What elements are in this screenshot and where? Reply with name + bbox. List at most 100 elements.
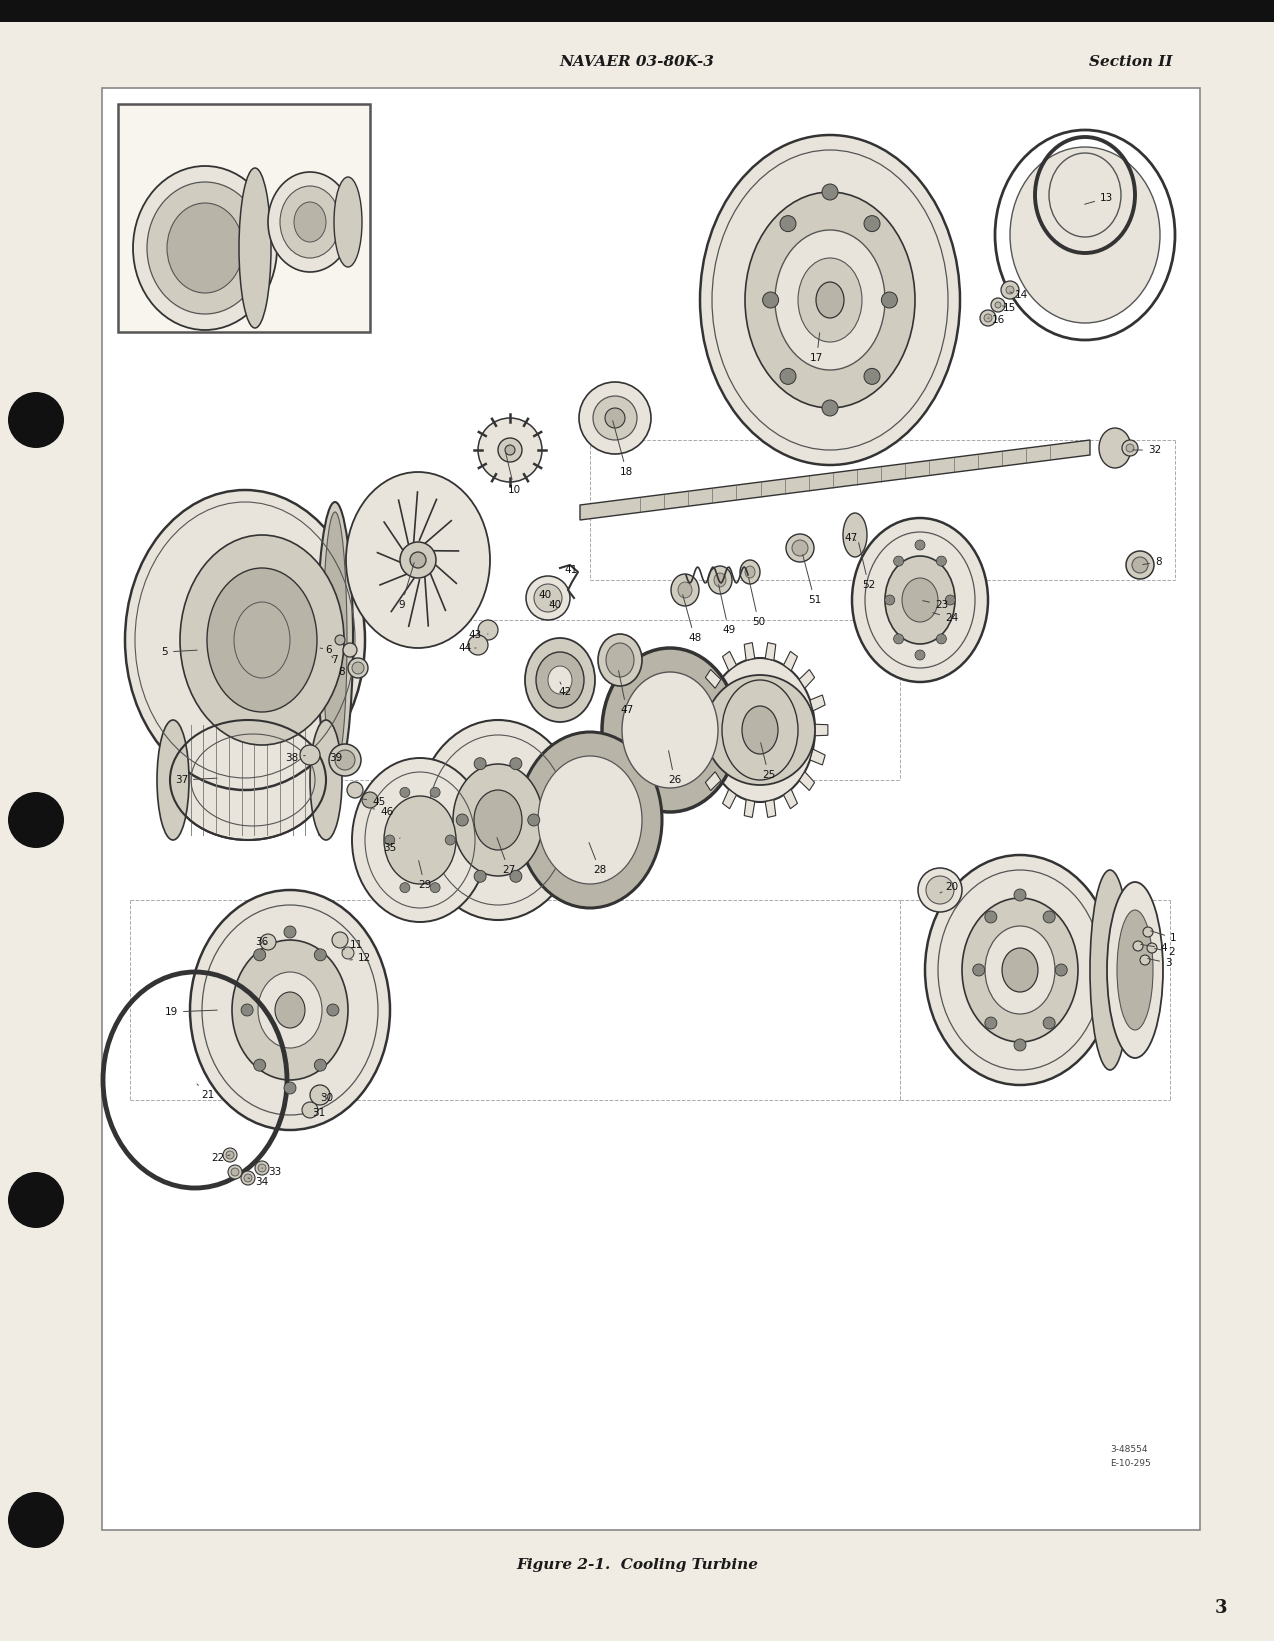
Circle shape — [259, 1163, 266, 1172]
Ellipse shape — [417, 720, 580, 921]
Circle shape — [973, 963, 985, 976]
Text: 11: 11 — [341, 940, 363, 950]
Circle shape — [1143, 927, 1153, 937]
Circle shape — [705, 674, 815, 784]
Circle shape — [400, 542, 436, 578]
Circle shape — [315, 948, 326, 962]
Text: 16: 16 — [989, 315, 1005, 325]
Text: 19: 19 — [164, 1008, 218, 1017]
Ellipse shape — [157, 720, 189, 840]
Ellipse shape — [125, 491, 364, 789]
Text: 41: 41 — [564, 565, 577, 574]
Polygon shape — [815, 724, 828, 735]
Text: 6: 6 — [320, 645, 333, 655]
Polygon shape — [799, 771, 814, 791]
Ellipse shape — [1107, 881, 1163, 1058]
Ellipse shape — [1099, 428, 1131, 468]
Ellipse shape — [232, 940, 348, 1080]
Ellipse shape — [705, 658, 815, 802]
Circle shape — [335, 635, 345, 645]
Text: 26: 26 — [668, 750, 682, 784]
Ellipse shape — [678, 583, 692, 597]
Text: 44: 44 — [459, 643, 476, 653]
Circle shape — [527, 814, 540, 825]
Circle shape — [936, 633, 947, 643]
Text: 12: 12 — [350, 953, 371, 963]
Ellipse shape — [259, 971, 322, 1049]
Circle shape — [343, 643, 357, 656]
Circle shape — [8, 1492, 64, 1547]
Circle shape — [864, 368, 880, 384]
Ellipse shape — [240, 167, 271, 328]
Ellipse shape — [324, 512, 347, 768]
Circle shape — [333, 932, 348, 948]
Ellipse shape — [536, 651, 583, 707]
Text: 21: 21 — [197, 1085, 215, 1099]
Polygon shape — [722, 789, 736, 809]
Polygon shape — [784, 651, 798, 671]
Ellipse shape — [132, 166, 276, 330]
Polygon shape — [694, 750, 710, 765]
Text: 7: 7 — [331, 655, 338, 665]
Circle shape — [255, 1160, 269, 1175]
Bar — [0, 0, 1274, 21]
Circle shape — [348, 658, 368, 678]
Circle shape — [310, 1085, 330, 1104]
Circle shape — [822, 184, 838, 200]
Circle shape — [1147, 944, 1157, 953]
Circle shape — [780, 215, 796, 231]
Circle shape — [347, 783, 363, 798]
Circle shape — [352, 661, 364, 674]
Ellipse shape — [352, 758, 488, 922]
Polygon shape — [694, 696, 710, 711]
Circle shape — [780, 368, 796, 384]
Text: E-10-295: E-10-295 — [1110, 1459, 1150, 1469]
Ellipse shape — [317, 502, 353, 778]
Circle shape — [915, 650, 925, 660]
Polygon shape — [722, 651, 736, 671]
Ellipse shape — [775, 230, 885, 369]
Text: 42: 42 — [558, 683, 571, 697]
Text: 25: 25 — [761, 743, 776, 779]
Text: 33: 33 — [262, 1167, 282, 1177]
Circle shape — [362, 793, 378, 807]
Text: 17: 17 — [810, 333, 823, 363]
Text: Figure 2-1.  Cooling Turbine: Figure 2-1. Cooling Turbine — [516, 1557, 758, 1572]
Circle shape — [945, 596, 956, 606]
Circle shape — [919, 868, 962, 912]
Circle shape — [456, 814, 469, 825]
Circle shape — [822, 400, 838, 417]
Circle shape — [241, 1004, 254, 1016]
Circle shape — [400, 788, 410, 798]
Ellipse shape — [190, 889, 390, 1131]
Circle shape — [1001, 281, 1019, 299]
Circle shape — [254, 1058, 266, 1072]
Circle shape — [763, 292, 778, 309]
Text: 38: 38 — [285, 753, 306, 763]
Circle shape — [385, 835, 395, 845]
Ellipse shape — [852, 519, 989, 683]
Circle shape — [245, 1173, 252, 1182]
Text: 2: 2 — [1154, 947, 1175, 957]
Circle shape — [468, 635, 488, 655]
Text: 28: 28 — [589, 842, 606, 875]
Circle shape — [510, 870, 522, 883]
Circle shape — [1014, 889, 1026, 901]
Circle shape — [225, 1150, 234, 1159]
Circle shape — [1126, 551, 1154, 579]
Circle shape — [882, 292, 897, 309]
Circle shape — [299, 745, 320, 765]
Ellipse shape — [234, 602, 290, 678]
Ellipse shape — [671, 574, 699, 606]
Circle shape — [410, 551, 426, 568]
Text: 30: 30 — [320, 1093, 333, 1103]
Circle shape — [431, 788, 440, 798]
Ellipse shape — [147, 182, 262, 313]
Polygon shape — [692, 724, 706, 735]
Text: 18: 18 — [613, 420, 633, 478]
Ellipse shape — [538, 757, 642, 884]
Circle shape — [936, 556, 947, 566]
Text: 8: 8 — [1143, 556, 1162, 568]
Ellipse shape — [548, 666, 572, 694]
Ellipse shape — [740, 560, 761, 584]
